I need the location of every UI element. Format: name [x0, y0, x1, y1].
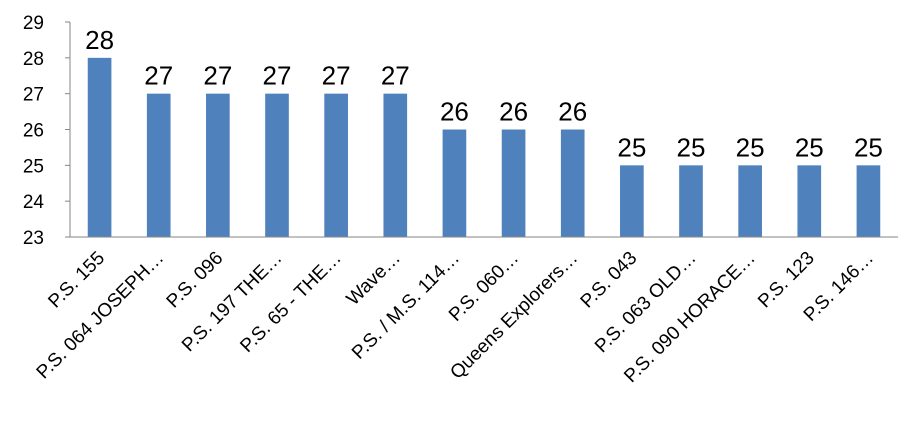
- y-tick-label-3: 26: [23, 121, 44, 142]
- y-axis-ticks: 23 24 25 26 27 28 29: [23, 13, 70, 249]
- category-label-3: P.S. 197 THE…: [178, 248, 286, 356]
- bar-7: [501, 129, 526, 237]
- bar-3: [265, 93, 289, 238]
- bars: [87, 57, 881, 238]
- data-label-8: 26: [558, 97, 587, 127]
- data-label-2: 27: [203, 61, 232, 91]
- bar-9: [620, 165, 644, 237]
- data-labels: 28 27 27 27 27 27 26 26 26 25 25 25 25 25: [85, 25, 883, 162]
- data-label-11: 25: [736, 132, 765, 162]
- bar-10: [679, 165, 703, 237]
- bar-11: [738, 165, 762, 237]
- y-tick-label-5: 28: [23, 49, 44, 70]
- category-label-6: P.S. / M.S. 114…: [348, 248, 464, 364]
- y-tick-label-0: 23: [23, 228, 44, 249]
- bar-13: [856, 165, 881, 237]
- data-label-4: 27: [322, 61, 351, 91]
- bar-5: [383, 93, 408, 238]
- data-label-7: 26: [499, 97, 528, 127]
- category-label-10: P.S. 063 OLD…: [591, 248, 700, 357]
- data-label-9: 25: [617, 132, 646, 162]
- data-label-5: 27: [381, 61, 410, 91]
- category-label-4: P.S. 65 - THE…: [236, 248, 345, 357]
- bar-6: [442, 129, 467, 237]
- data-label-10: 25: [677, 132, 706, 162]
- data-label-12: 25: [795, 132, 824, 162]
- bar-4: [324, 93, 348, 238]
- bar-12: [797, 165, 822, 237]
- y-tick-label-4: 27: [23, 85, 44, 106]
- data-label-13: 25: [854, 132, 883, 162]
- data-label-1: 27: [144, 61, 173, 91]
- bar-8: [560, 129, 585, 237]
- data-label-6: 26: [440, 97, 469, 127]
- y-tick-label-1: 24: [23, 192, 45, 213]
- data-label-3: 27: [263, 61, 292, 91]
- bar-2: [206, 93, 230, 238]
- data-label-0: 28: [85, 25, 114, 55]
- y-tick-label-2: 25: [23, 156, 44, 177]
- bar-1: [146, 93, 171, 238]
- bar-0: [87, 57, 112, 238]
- y-tick-label-6: 29: [23, 13, 44, 34]
